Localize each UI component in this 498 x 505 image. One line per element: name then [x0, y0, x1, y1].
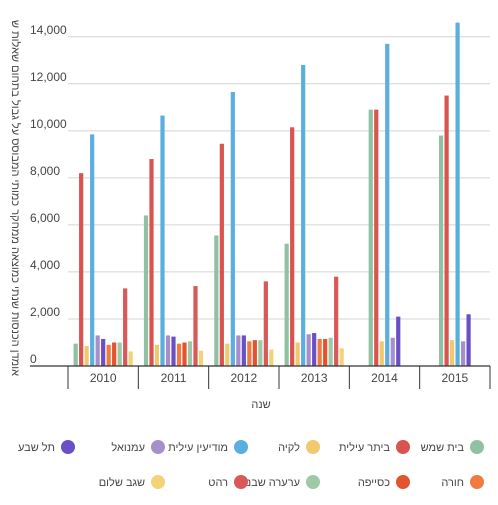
- bar: [368, 109, 373, 366]
- bar: [396, 316, 401, 366]
- bar: [263, 281, 268, 366]
- bar: [390, 337, 395, 366]
- bar: [182, 342, 187, 366]
- bar: [466, 314, 471, 366]
- bar: [252, 340, 257, 366]
- legend-swatch: [151, 440, 165, 454]
- y-tick-label: 14,000: [30, 23, 67, 37]
- bar: [214, 235, 219, 366]
- bar: [154, 344, 160, 366]
- bar: [73, 343, 78, 366]
- bar: [219, 143, 224, 366]
- x-tick-label: 2011: [161, 371, 187, 385]
- legend-swatch: [61, 440, 75, 454]
- bar: [444, 95, 449, 366]
- bar: [374, 109, 379, 366]
- bar: [225, 343, 230, 366]
- bar: [455, 22, 460, 366]
- bar: [290, 127, 295, 366]
- legend-swatch: [470, 475, 484, 489]
- legend-label: בית שמש: [421, 442, 465, 454]
- bar: [198, 350, 204, 366]
- bar: [306, 334, 311, 366]
- bar: [284, 243, 289, 366]
- legend-label: תל שבע: [18, 441, 55, 454]
- y-tick-label: 6,000: [30, 211, 60, 225]
- bar: [258, 340, 263, 366]
- legend-swatch: [396, 440, 410, 454]
- bar: [379, 341, 384, 366]
- bar: [165, 335, 171, 366]
- bar: [106, 344, 111, 366]
- bar: [90, 134, 95, 366]
- bar: [334, 276, 339, 366]
- bar: [328, 337, 333, 366]
- legend: בית שמש ביתר עילית לקיה מודיעין עילית עמנואל…: [18, 440, 484, 489]
- legend-swatch: [234, 475, 248, 489]
- legend-swatch: [151, 475, 165, 489]
- bar: [160, 115, 165, 366]
- bar: [171, 336, 176, 366]
- bar: [193, 286, 198, 366]
- legend-swatch: [234, 440, 248, 454]
- bar: [230, 92, 235, 366]
- axes: 0 2,000 4,000 6,000 8,000 10,000 12,000 14,000 2…: [30, 23, 491, 389]
- legend-label: חורה: [441, 477, 464, 489]
- bar: [112, 342, 117, 366]
- legend-swatch: [306, 475, 320, 489]
- bar: [128, 351, 133, 366]
- legend-swatch: [470, 440, 484, 454]
- legend-label: ערערה שבנגב: [236, 477, 300, 489]
- bar: [269, 349, 274, 366]
- bar: [117, 342, 122, 366]
- bar: [176, 343, 182, 366]
- gridlines: [68, 36, 490, 320]
- bar: [295, 342, 300, 366]
- bar: [236, 335, 241, 366]
- bar: [385, 43, 390, 367]
- bar: [187, 341, 193, 366]
- bar: [143, 215, 149, 366]
- bar: [339, 348, 344, 366]
- bar: [312, 333, 317, 366]
- legend-label: ביתר עילית: [339, 441, 390, 454]
- y-tick-label: 10,000: [30, 117, 67, 131]
- y-tick-label: 12,000: [30, 70, 67, 84]
- bar: [438, 135, 444, 366]
- bar: [247, 341, 252, 366]
- legend-label: שגב שלום: [99, 476, 145, 489]
- legend-swatch: [396, 475, 410, 489]
- bar: [149, 159, 154, 366]
- bar: [317, 338, 322, 366]
- legend-label: עמנואל: [111, 441, 145, 454]
- legend-label: כסייפה: [358, 477, 390, 489]
- bars: [73, 22, 471, 367]
- legend-label: לקיה: [278, 441, 300, 454]
- y-axis-title: אומדן הכנסות שנתי כמוצאה ממחקר כמותי המב…: [9, 20, 22, 376]
- legend-label: רהט: [208, 477, 228, 489]
- bar: [84, 346, 89, 366]
- bar: [101, 338, 106, 366]
- x-axis-title: שנה: [251, 399, 270, 411]
- y-tick-label: 8,000: [30, 164, 60, 178]
- x-tick-label: 2015: [441, 371, 468, 385]
- bar: [460, 341, 466, 366]
- bar: [301, 64, 306, 366]
- bar: [79, 173, 84, 366]
- x-tick-label: 2010: [90, 371, 117, 385]
- bar: [241, 335, 246, 366]
- y-tick-label: 2,000: [30, 305, 60, 319]
- y-tick-label: 4,000: [30, 258, 60, 272]
- bar: [323, 338, 328, 366]
- bar: [449, 340, 455, 366]
- x-tick-label: 2014: [371, 371, 398, 385]
- bar: [95, 335, 100, 366]
- y-tick-label: 0: [30, 352, 37, 366]
- bar: [123, 288, 128, 366]
- x-tick-label: 2013: [301, 371, 328, 385]
- x-tick-label: 2012: [230, 371, 257, 385]
- legend-label: מודיעין עילית: [168, 441, 228, 454]
- legend-swatch: [306, 440, 320, 454]
